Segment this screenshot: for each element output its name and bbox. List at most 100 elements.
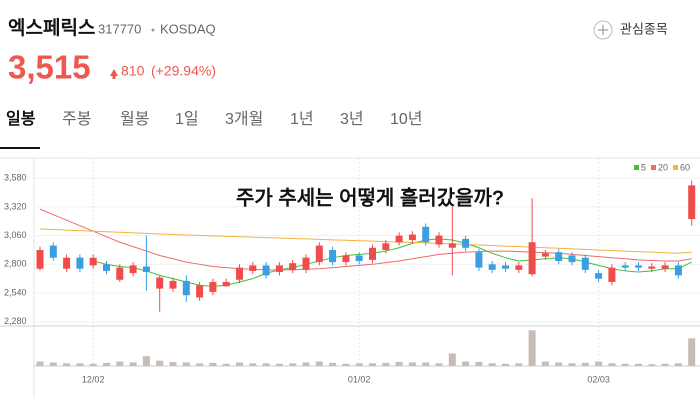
moving-average bbox=[39, 228, 692, 254]
x-tick-label: 12/02 bbox=[82, 374, 105, 384]
x-tick-label: 02/03 bbox=[587, 374, 610, 384]
separator-dot bbox=[151, 28, 155, 32]
volume-bar bbox=[169, 361, 177, 366]
volume-bar bbox=[555, 362, 563, 366]
volume-bar bbox=[568, 363, 576, 366]
volume-bar bbox=[209, 362, 217, 366]
candle-body bbox=[581, 257, 589, 270]
volume-bar bbox=[515, 363, 523, 366]
volume-bar bbox=[541, 361, 549, 366]
y-tick-label: 2,540 bbox=[4, 287, 27, 297]
y-tick-label: 3,580 bbox=[4, 173, 27, 183]
tab[interactable]: 3년 bbox=[340, 110, 364, 128]
candle-body bbox=[648, 266, 656, 269]
candle-body bbox=[302, 257, 310, 270]
volume-bar bbox=[116, 361, 124, 366]
volume-bar bbox=[236, 362, 243, 366]
volume-bar bbox=[661, 363, 669, 366]
tab[interactable]: 월봉 bbox=[120, 110, 149, 128]
candle-body bbox=[621, 265, 629, 268]
volume-bar bbox=[156, 360, 164, 366]
volume-bar bbox=[36, 361, 44, 366]
legend-swatch bbox=[634, 165, 639, 170]
volume-bar bbox=[262, 363, 270, 366]
volume-bar bbox=[621, 363, 629, 366]
volume-bar bbox=[581, 362, 589, 366]
tab[interactable]: 주봉 bbox=[62, 111, 91, 128]
candle-body bbox=[289, 263, 297, 270]
plus-sign bbox=[598, 25, 608, 35]
volume-bar bbox=[382, 362, 390, 366]
watch-button[interactable]: 관심종목 bbox=[593, 20, 668, 40]
candle-body bbox=[408, 234, 416, 241]
volume-bar bbox=[648, 364, 656, 366]
candle-body bbox=[36, 249, 44, 269]
candle-body bbox=[236, 267, 243, 280]
volume-bar bbox=[674, 363, 682, 366]
candle-body bbox=[142, 266, 150, 273]
volume-bar bbox=[488, 363, 496, 366]
volume-bar bbox=[408, 362, 416, 366]
candle-body bbox=[182, 280, 190, 296]
candle-body bbox=[555, 252, 563, 261]
candle-body bbox=[89, 257, 97, 266]
volume-bar bbox=[89, 363, 97, 366]
volume-bar bbox=[369, 363, 376, 366]
tab[interactable]: 10년 bbox=[390, 110, 423, 128]
candle-body bbox=[196, 285, 204, 298]
annotation-bg bbox=[233, 184, 625, 215]
tab[interactable]: 1년 bbox=[290, 110, 314, 128]
candle-body bbox=[103, 264, 110, 271]
volume-bar bbox=[608, 363, 616, 366]
tab[interactable]: 3개월 bbox=[225, 110, 263, 128]
plus-icon[interactable] bbox=[593, 20, 613, 40]
candle-body bbox=[169, 280, 177, 289]
volume-bar bbox=[448, 353, 456, 366]
up-arrow bbox=[110, 69, 118, 79]
candle-body bbox=[661, 265, 669, 269]
candle-body bbox=[315, 245, 323, 263]
candle-body bbox=[635, 265, 642, 268]
y-tick-label: 2,280 bbox=[4, 316, 27, 326]
candle-body bbox=[249, 265, 257, 271]
candle-body bbox=[448, 243, 456, 248]
tab[interactable]: 1일 bbox=[175, 110, 199, 128]
legend-swatch bbox=[673, 165, 679, 170]
y-tick-label: 3,320 bbox=[4, 201, 27, 211]
volume-bar bbox=[249, 363, 257, 366]
candle-body bbox=[462, 238, 470, 248]
volume-bar bbox=[222, 363, 230, 366]
candle-body bbox=[595, 273, 603, 279]
y-tick-label: 2,800 bbox=[4, 259, 27, 269]
legend-label: 60 bbox=[680, 162, 690, 172]
legend-swatch bbox=[651, 165, 657, 170]
volume-bar bbox=[395, 361, 403, 366]
candle-body bbox=[488, 264, 496, 270]
x-tick-label: 01/02 bbox=[348, 374, 371, 384]
legend-label: 20 bbox=[658, 162, 668, 172]
volume-bar bbox=[196, 363, 204, 366]
change-pct: (+29.94%) bbox=[151, 63, 216, 79]
volume-bar bbox=[502, 363, 509, 366]
y-tick-label: 3,060 bbox=[4, 230, 27, 240]
volume-bar bbox=[103, 362, 110, 366]
candle-body bbox=[49, 245, 57, 258]
candle-body bbox=[369, 247, 376, 260]
price: 3,515 bbox=[8, 49, 91, 86]
watch-label[interactable]: 관심종목 bbox=[620, 21, 668, 36]
tab[interactable]: 일봉 bbox=[6, 110, 36, 128]
volume-bar bbox=[275, 363, 283, 366]
candle-body bbox=[222, 281, 230, 287]
legend-label: 5 bbox=[641, 162, 646, 172]
candle-body bbox=[342, 255, 350, 263]
candle-body bbox=[422, 226, 430, 243]
volume-bar bbox=[688, 338, 696, 366]
volume-bar bbox=[49, 362, 57, 366]
volume-bar bbox=[315, 361, 323, 366]
volume-bar bbox=[289, 363, 297, 366]
candle-body bbox=[528, 242, 536, 275]
stock-name: 엑스페릭스 bbox=[8, 17, 95, 39]
candle-body bbox=[502, 265, 509, 269]
stock-code: 317770 bbox=[98, 21, 141, 36]
volume-bar bbox=[635, 363, 642, 366]
